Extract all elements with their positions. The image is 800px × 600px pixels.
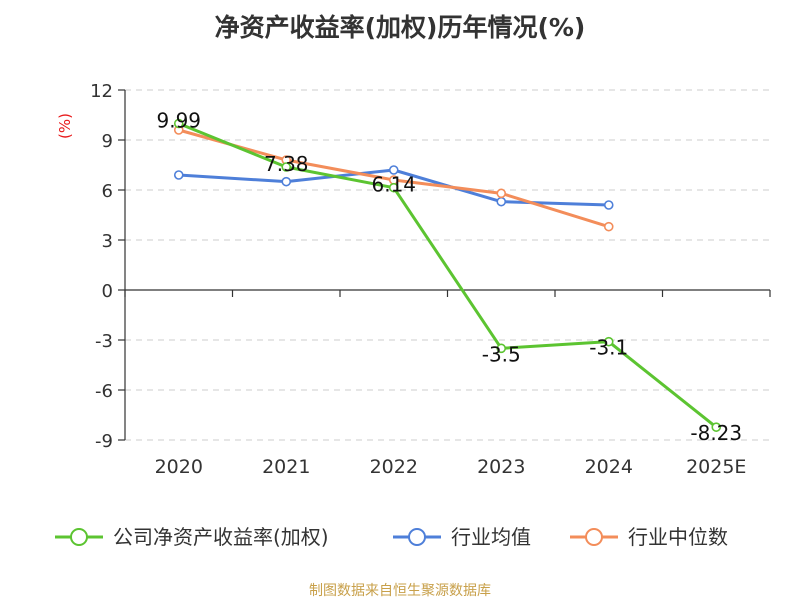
y-axis-unit-label: (%) — [56, 113, 74, 139]
data-point — [281, 162, 292, 172]
legend-label: 行业均值 — [451, 525, 531, 549]
x-tick-label: 2022 — [370, 456, 418, 478]
source-note: 制图数据来自恒生聚源数据库 — [309, 583, 491, 599]
data-point — [603, 221, 614, 232]
series-lines — [177, 122, 718, 429]
y-tick-label: -9 — [95, 431, 113, 452]
data-point — [603, 200, 614, 210]
data-label: -3.1 — [589, 336, 628, 360]
data-point — [388, 165, 399, 175]
data-point — [496, 196, 507, 207]
x-tick-label: 2025E — [686, 456, 746, 478]
data-point — [603, 336, 614, 347]
data-label: 9.99 — [156, 109, 201, 133]
data-label: 7.38 — [264, 152, 309, 176]
series-line — [177, 122, 718, 429]
legend: 公司净资产收益率(加权) 行业均值 行业中位数 — [55, 525, 728, 549]
data-point — [281, 176, 292, 187]
data-label: -8.23 — [690, 421, 742, 445]
x-tick-label: 2023 — [477, 456, 525, 478]
x-axis-ticks: 2020 2021 2022 2023 2024 2025E — [155, 456, 747, 478]
legend-marker — [70, 528, 88, 546]
chart-title: 净资产收益率(加权)历年情况(%) — [215, 13, 586, 42]
data-point — [173, 118, 184, 129]
y-tick-label: -6 — [95, 381, 113, 402]
series-points — [173, 118, 722, 432]
x-tick-label: 2024 — [585, 456, 633, 478]
y-axis-ticks: 12 9 6 3 0 -3 -6 -9 — [90, 81, 125, 452]
legend-marker — [585, 528, 603, 546]
data-point — [388, 182, 399, 193]
x-tick-label: 2021 — [262, 456, 310, 478]
y-tick-label: -3 — [95, 331, 113, 352]
data-point — [496, 343, 507, 354]
grid-lines — [125, 89, 770, 441]
y-tick-label: 6 — [102, 181, 113, 202]
legend-label: 公司净资产收益率(加权) — [113, 525, 329, 549]
x-tick-label: 2020 — [155, 456, 203, 478]
data-label: -3.5 — [482, 342, 521, 366]
y-tick-label: 0 — [102, 281, 113, 302]
y-tick-label: 9 — [102, 131, 113, 152]
y-tick-label: 12 — [90, 81, 113, 102]
axes — [124, 90, 771, 440]
data-point — [711, 422, 722, 432]
data-label: 6.14 — [371, 173, 416, 197]
data-point — [496, 188, 507, 199]
legend-label: 行业中位数 — [628, 525, 728, 549]
y-tick-label: 3 — [102, 231, 113, 252]
data-point — [173, 170, 184, 180]
data-labels: 9.99 7.38 6.14 -3.5 -3.1 -8.23 — [156, 109, 742, 446]
legend-marker — [408, 528, 426, 546]
